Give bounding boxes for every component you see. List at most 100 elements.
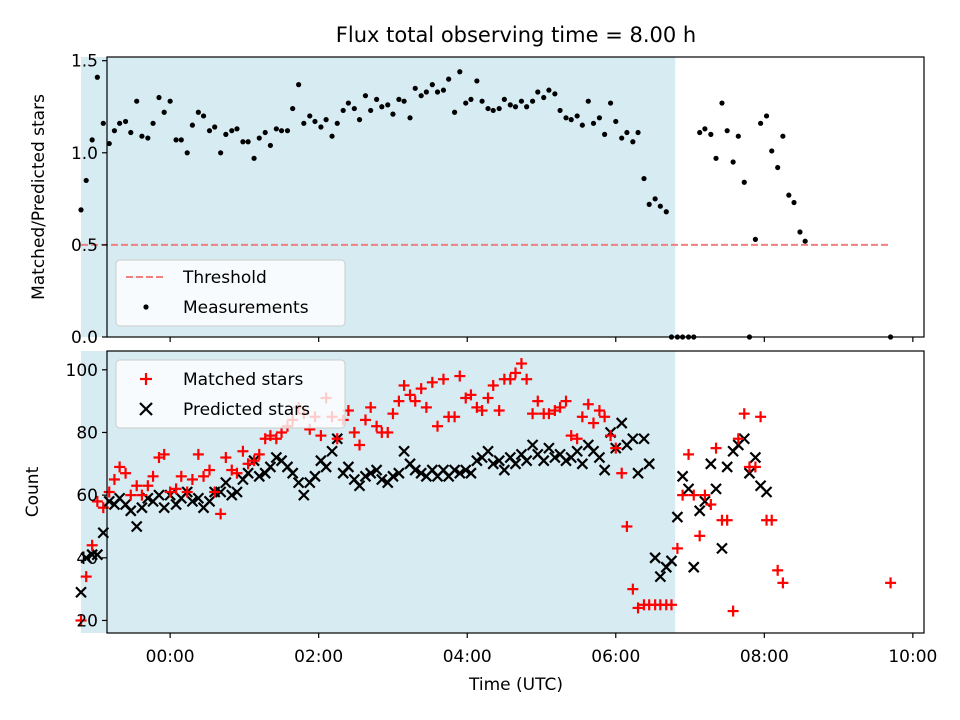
matched-star-point <box>215 508 227 520</box>
matched-star-point <box>504 373 516 385</box>
x-tick-label: 06:00 <box>591 647 640 667</box>
measurement-point <box>613 118 619 125</box>
matched-star-point <box>158 448 170 460</box>
predicted-star-point <box>665 555 678 567</box>
matched-star-point <box>264 430 276 442</box>
matched-star-point <box>136 489 148 501</box>
measurement-point <box>362 93 369 99</box>
measurement-point <box>206 128 213 134</box>
measurement-point <box>262 129 268 136</box>
matched-star-point <box>437 373 449 385</box>
predicted-star-point <box>91 548 104 561</box>
measurement-point <box>323 117 329 123</box>
matched-star-point <box>476 405 488 417</box>
matched-star-point <box>181 486 193 498</box>
predicted-star-point <box>537 454 550 467</box>
measurement-point <box>334 120 340 126</box>
predicted-star-point <box>220 476 232 489</box>
measurement-point <box>117 120 123 126</box>
predicted-star-point <box>264 461 277 473</box>
matched-star-point <box>755 411 767 423</box>
measurement-point <box>139 133 145 139</box>
measurement-point <box>284 128 291 134</box>
measurement-point <box>763 113 770 119</box>
measurement-point <box>418 93 424 99</box>
matched-star-point <box>426 376 438 388</box>
measurement-point <box>769 148 775 154</box>
measurement-point <box>758 120 764 126</box>
measurement-point <box>145 135 151 141</box>
measurement-point <box>122 118 129 125</box>
measurement-point <box>574 113 580 119</box>
x-tick-label: 08:00 <box>740 647 789 667</box>
measurement-point <box>290 105 296 112</box>
predicted-star-point <box>682 483 695 495</box>
matched-star-point <box>576 411 588 423</box>
matched-star-point <box>131 480 143 492</box>
predicted-star-point <box>454 467 466 479</box>
measurement-point <box>518 98 525 104</box>
predicted-star-point <box>270 451 283 464</box>
matched-star-point <box>885 577 897 589</box>
measurement-point <box>490 107 496 114</box>
measurement-point <box>83 177 89 184</box>
predicted-star-point <box>593 451 606 464</box>
ratio-x-ticks <box>169 337 914 342</box>
predicted-star-point <box>693 505 706 517</box>
count-y-axis-label: Count <box>23 466 43 517</box>
measurement-point <box>223 131 229 137</box>
matched-star-point <box>108 473 120 485</box>
matched-star-point <box>242 458 254 470</box>
predicted-star-point <box>203 495 216 508</box>
matched-star-point <box>231 467 243 479</box>
measurement-point <box>802 238 808 244</box>
predicted-legend-label: Predicted stars <box>183 400 310 420</box>
matched-star-point <box>532 395 544 407</box>
matched-star-point <box>387 408 399 420</box>
measurement-point <box>741 179 747 185</box>
ratio-legend-box <box>115 259 346 327</box>
count-legend: Matched stars Predicted stars <box>115 359 346 429</box>
y-tick-label: 1.5 <box>71 52 98 72</box>
predicted-star-point <box>130 520 143 533</box>
matched-star-point <box>732 433 744 445</box>
measurement-point <box>546 87 552 93</box>
measurement-point <box>468 96 474 102</box>
measurement-point <box>657 203 663 209</box>
matched-star-point <box>699 489 711 501</box>
measurement-point <box>340 107 346 114</box>
measurement-point <box>256 135 262 141</box>
predicted-star-point <box>136 501 148 514</box>
measurement-point <box>797 229 803 235</box>
measurement-point <box>106 140 112 147</box>
matched-star-point <box>515 358 527 370</box>
matched-star-point <box>677 489 689 501</box>
predicted-star-point <box>459 464 472 476</box>
measurement-point <box>423 89 429 95</box>
ratio-panel: 0.0 0.5 1.0 1.5 Matched/Predicted stars Thr… <box>29 52 925 348</box>
measurement-point <box>229 128 235 134</box>
ratio-y-axis-label: Matched/Predicted stars <box>29 94 49 300</box>
measurement-point <box>752 236 759 242</box>
count-legend-box <box>115 359 346 429</box>
measurement-point <box>646 201 652 207</box>
predicted-star-point <box>75 586 87 599</box>
predicted-star-point <box>710 483 722 495</box>
matched-star-point <box>120 467 132 479</box>
measurement-point <box>775 164 781 171</box>
measurement-point <box>307 113 313 119</box>
matched-star-point <box>694 530 706 542</box>
predicted-star-point <box>493 454 505 467</box>
predicted-star-point <box>615 417 628 429</box>
predicted-star-point <box>214 486 227 498</box>
matched-star-point <box>420 401 432 413</box>
x-tick-label: 10:00 <box>888 647 937 667</box>
measurement-point <box>663 209 669 215</box>
predicted-star-point <box>393 467 405 479</box>
measurement-point <box>368 107 374 114</box>
measurement-point <box>379 104 385 110</box>
matched-star-point <box>543 408 555 420</box>
matched-star-point <box>510 367 521 379</box>
matched-star-point <box>721 514 733 526</box>
predicted-star-point <box>549 451 561 464</box>
